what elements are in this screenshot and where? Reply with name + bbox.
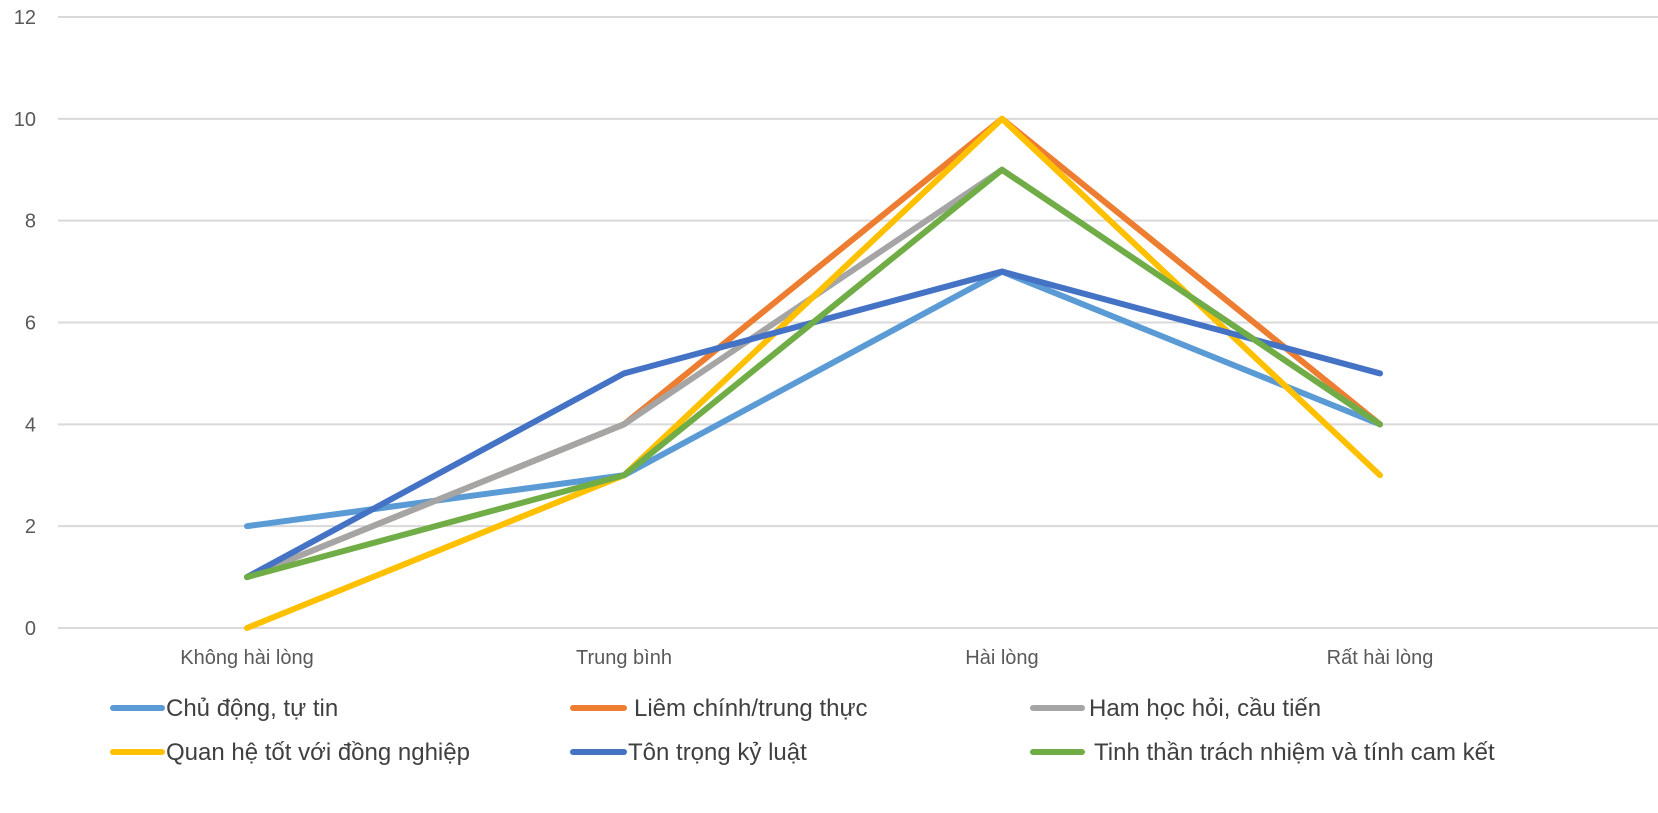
y-axis-ticks: 0 2 4 6 8 10 12 <box>14 7 36 640</box>
legend-label: Tôn trọng kỷ luật <box>628 739 807 766</box>
y-tick-label: 10 <box>14 109 36 131</box>
x-tick-label: Hài lòng <box>965 647 1038 669</box>
x-tick-label: Không hài lòng <box>180 647 313 669</box>
y-tick-label: 6 <box>25 313 36 335</box>
legend-item: Tôn trọng kỷ luật <box>570 739 807 766</box>
legend-item: Chủ động, tự tin <box>110 695 338 722</box>
y-tick-label: 2 <box>25 516 36 538</box>
series-lines <box>244 115 1383 631</box>
legend-label: Tinh thần trách nhiệm và tính cam kết <box>1094 739 1495 766</box>
y-tick-label: 12 <box>14 7 36 29</box>
legend-label: Liêm chính/trung thực <box>634 695 868 722</box>
legend-item: Tinh thần trách nhiệm và tính cam kết <box>1030 739 1495 766</box>
x-tick-label: Trung bình <box>576 647 672 669</box>
x-axis-ticks: Không hài lòng Trung bình Hài lòng Rất hài … <box>180 647 1433 669</box>
y-tick-label: 4 <box>25 414 36 436</box>
series-line-6 <box>244 166 1383 581</box>
legend-label: Ham học hỏi, cầu tiến <box>1089 695 1321 722</box>
x-tick-label: Rất hài lòng <box>1327 647 1434 669</box>
legend-item: Liêm chính/trung thực <box>570 695 868 722</box>
legend-item: Ham học hỏi, cầu tiến <box>1030 695 1321 722</box>
legend-label: Chủ động, tự tin <box>166 695 338 722</box>
y-tick-label: 8 <box>25 211 36 233</box>
legend-label: Quan hệ tốt với đồng nghiệp <box>166 739 470 766</box>
gridlines <box>58 16 1658 629</box>
legend: Chủ động, tự tin Liêm chính/trung thực Ham… <box>110 695 1495 766</box>
y-tick-label: 0 <box>25 618 36 640</box>
legend-item: Quan hệ tốt với đồng nghiệp <box>110 739 470 766</box>
